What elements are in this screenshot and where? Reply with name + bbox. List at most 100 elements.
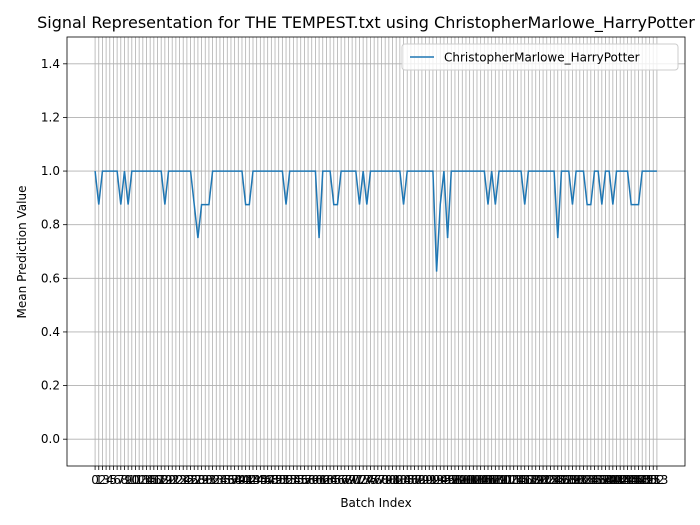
x-tick-label: 31 [201,473,216,487]
x-tick-label: 119 [521,473,544,487]
x-tick-label: 61 [311,473,326,487]
x-tick-label: 86 [403,473,418,487]
x-tick-label: 120 [524,473,547,487]
x-tick-label: 111 [491,473,514,487]
x-tick-label: 98 [447,473,462,487]
x-tick-label: 37 [223,473,238,487]
x-tick-label: 143 [609,473,632,487]
x-tick-label: 59 [304,473,319,487]
x-tick-label: 21 [165,473,180,487]
x-tick-label: 57 [297,473,312,487]
x-tick-label: 70 [344,473,359,487]
x-tick-label: 47 [260,473,275,487]
x-tick-label: 12 [132,473,147,487]
x-tick-label: 54 [286,473,301,487]
x-tick-label: 48 [264,473,279,487]
x-tick-label: 23 [172,473,187,487]
x-tick-label: 52 [278,473,293,487]
x-tick-label: 11 [128,473,143,487]
x-tick-label: 22 [168,473,183,487]
x-tick-label: 15 [143,473,158,487]
x-tick-label: 27 [187,473,202,487]
x-tick-label: 16 [146,473,161,487]
x-tick-label: 24 [176,473,191,487]
x-tick-label: 4 [106,473,114,487]
x-tick-label: 62 [315,473,330,487]
x-tick-label: 34 [212,473,227,487]
x-tick-label: 64 [322,473,337,487]
x-tick-label: 42 [242,473,257,487]
x-tick-label: 76 [367,473,382,487]
x-tick-label: 72 [352,473,367,487]
x-tick-label: 153 [645,473,668,487]
x-tick-label: 137 [587,473,610,487]
x-tick-label: 38 [227,473,242,487]
x-tick-label: 116 [510,473,533,487]
x-tick-label: 58 [300,473,315,487]
x-tick-label: 2 [99,473,107,487]
x-tick-label: 33 [209,473,224,487]
x-tick-label: 19 [157,473,172,487]
x-tick-label: 44 [249,473,264,487]
x-tick-label: 133 [572,473,595,487]
x-tick-label: 13 [135,473,150,487]
x-tick-label: 89 [414,473,429,487]
x-tick-label: 81 [385,473,400,487]
x-tick-label: 60 [308,473,323,487]
x-tick-label: 56 [293,473,308,487]
x-tick-label: 148 [627,473,650,487]
x-tick-label: 112 [495,473,518,487]
y-tick-label: 0.6 [41,271,60,285]
x-tick-label: 84 [396,473,411,487]
y-tick-label: 1.4 [41,57,60,71]
x-tick-label: 134 [576,473,599,487]
x-tick-label: 85 [400,473,415,487]
x-tick-label: 147 [623,473,646,487]
plot-frame [66,36,686,467]
x-tick-label: 103 [462,473,485,487]
x-tick-label: 146 [620,473,643,487]
x-tick-label: 87 [407,473,422,487]
x-tick-label: 139 [594,473,617,487]
x-tick-label: 69 [341,473,356,487]
y-tick-label: 0.2 [41,379,60,393]
x-tick-label: 32 [205,473,220,487]
x-tick-label: 107 [477,473,500,487]
x-axis-label: Batch Index [340,496,411,510]
legend-box [401,43,679,71]
x-tick-label: 124 [539,473,562,487]
x-tick-label: 49 [267,473,282,487]
x-tick-label: 121 [528,473,551,487]
x-tick-label: 66 [330,473,345,487]
x-tick-label: 110 [488,473,511,487]
x-tick-label: 130 [561,473,584,487]
x-tick-label: 55 [289,473,304,487]
x-tick-label: 46 [256,473,271,487]
x-tick-label: 115 [506,473,529,487]
x-tick-label: 67 [333,473,348,487]
x-tick-label: 102 [458,473,481,487]
x-tick-label: 108 [480,473,503,487]
x-tick-label: 129 [557,473,580,487]
x-tick-label: 114 [502,473,525,487]
x-tick-label: 140 [598,473,621,487]
x-tick-label: 39 [231,473,246,487]
x-tick-label: 1 [95,473,103,487]
x-tick-label: 142 [605,473,628,487]
x-tick-label: 94 [433,473,448,487]
x-tick-label: 5 [110,473,118,487]
x-tick-label: 53 [282,473,297,487]
x-tick-label: 101 [455,473,478,487]
x-tick-label: 6 [113,473,121,487]
x-tick-label: 0 [91,473,99,487]
x-tick-label: 17 [150,473,165,487]
x-tick-label: 136 [583,473,606,487]
x-tick-label: 9 [124,473,132,487]
x-tick-label: 100 [451,473,474,487]
x-tick-label: 91 [422,473,437,487]
x-tick-label: 93 [429,473,444,487]
x-tick-label: 149 [631,473,654,487]
x-tick-label: 122 [532,473,555,487]
x-tick-label: 104 [466,473,489,487]
